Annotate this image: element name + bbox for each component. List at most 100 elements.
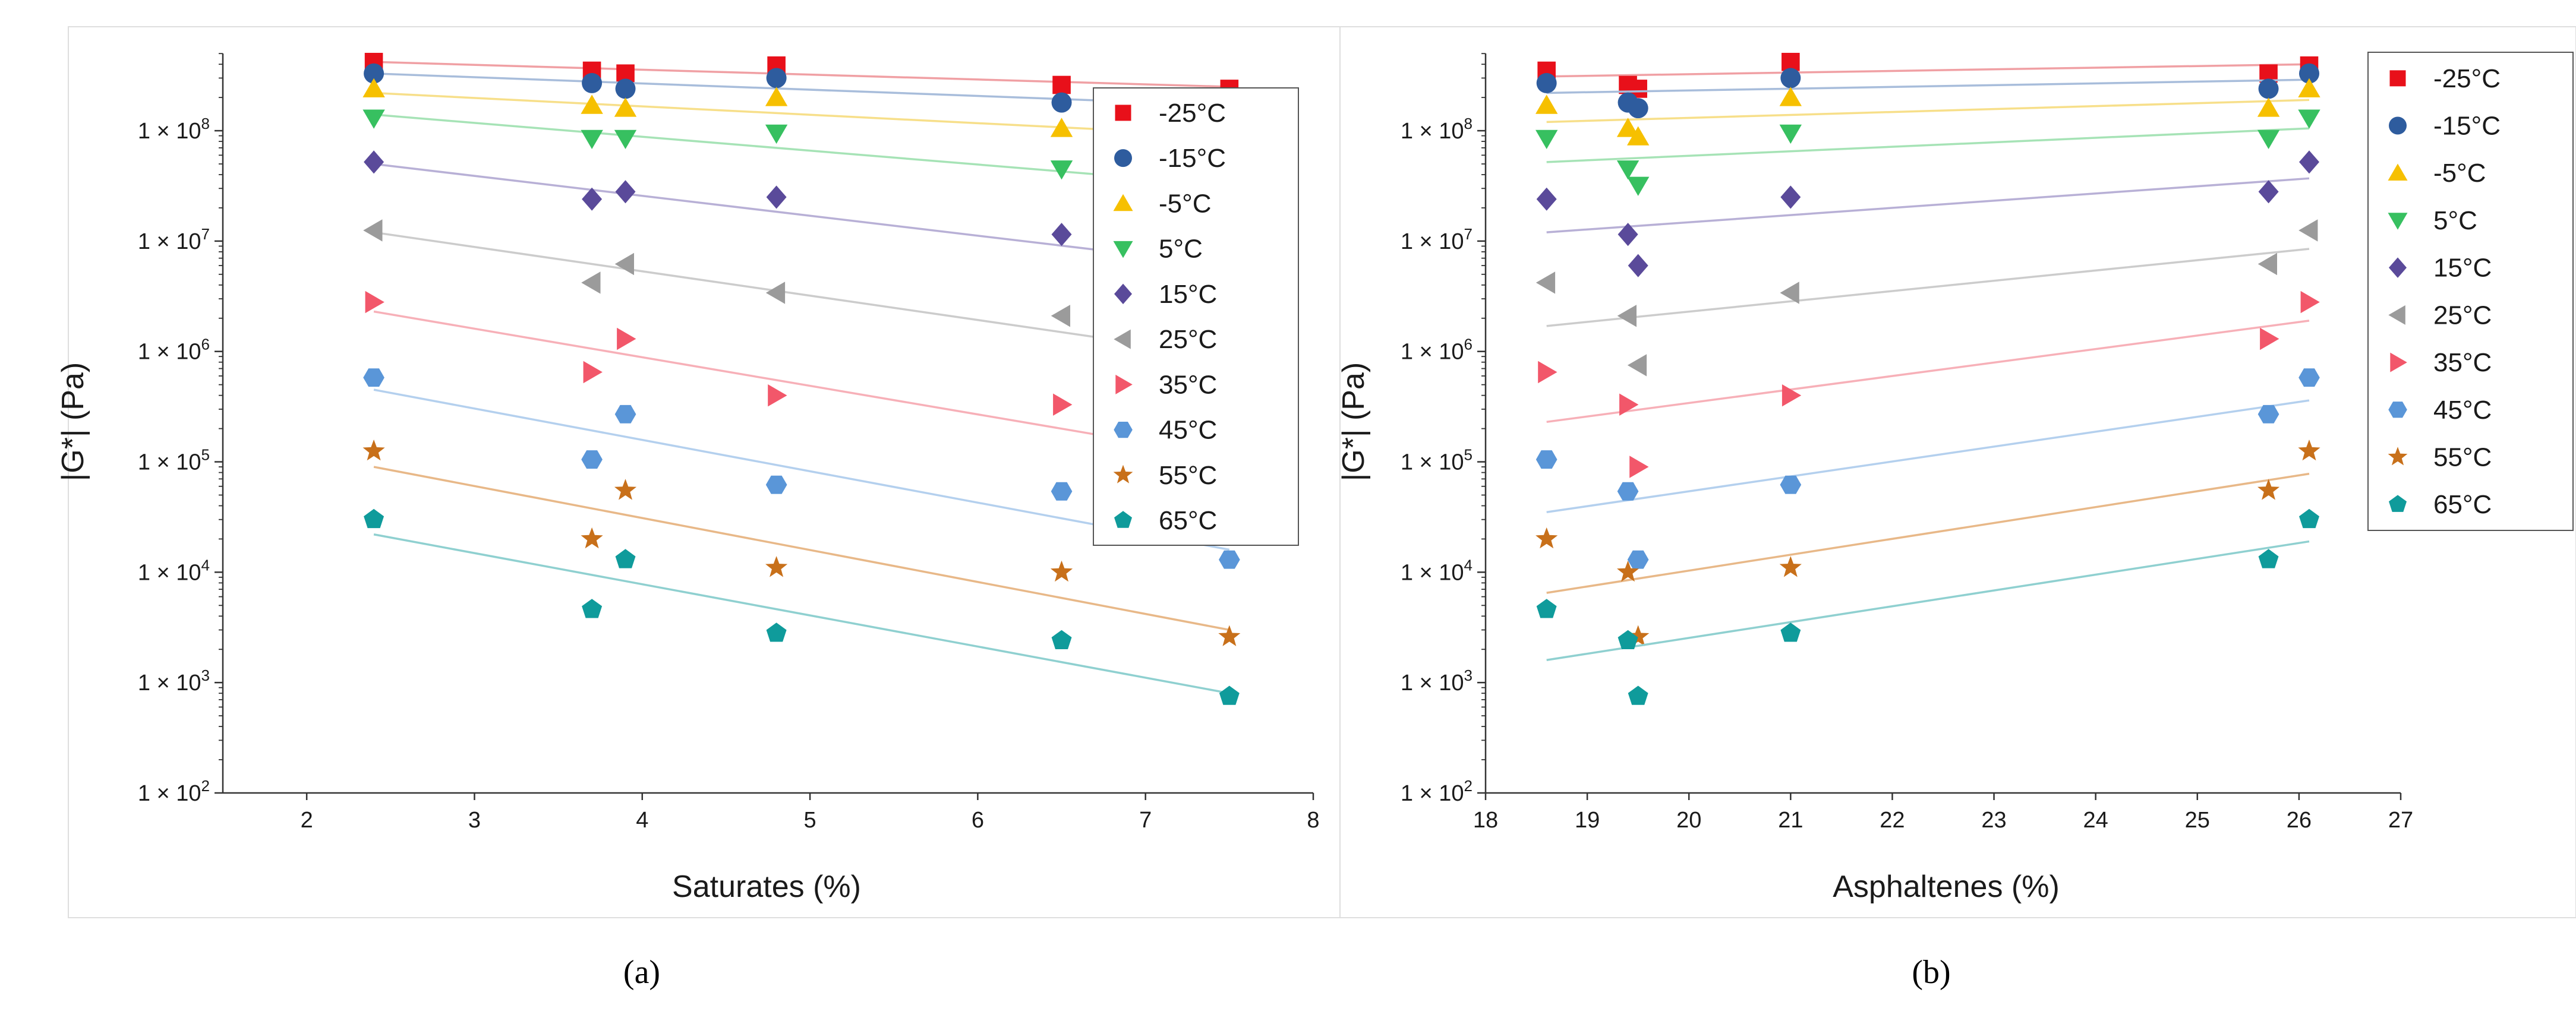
fit-line-15c	[1546, 177, 2310, 233]
x-tick-label: 6	[972, 808, 984, 833]
series-65c	[1536, 508, 2319, 705]
data-point-5c	[1779, 124, 1802, 144]
legend-label-5c: 5°C	[1159, 235, 1203, 264]
series-55c	[1535, 440, 2320, 646]
series-45c	[363, 368, 1240, 569]
data-point-5c	[362, 109, 385, 129]
x-tick-label: 2	[301, 808, 313, 833]
legend-marker-35c	[2390, 352, 2407, 372]
data-point-25c	[614, 252, 634, 276]
series-45c	[1535, 368, 2320, 569]
data-point-minus15c	[766, 68, 787, 89]
fit-line-minus25c	[374, 61, 1229, 88]
legend-marker-65c	[1114, 511, 1132, 528]
y-tick-label: 1 × 107	[138, 225, 210, 254]
data-point-5c	[581, 129, 603, 149]
legend-label-minus5c: -5°C	[2433, 159, 2486, 188]
x-tick-label: 25	[2185, 808, 2210, 833]
fit-line-65c	[373, 533, 1230, 694]
y-tick-label: 1 × 102	[138, 777, 210, 806]
data-point-35c	[1538, 361, 1557, 384]
data-point-35c	[1782, 384, 1802, 407]
fit-line-45c	[1546, 399, 2310, 513]
fit-line-minus5c	[1546, 99, 2310, 124]
data-point-55c	[581, 527, 603, 549]
data-point-15c	[615, 180, 636, 204]
legend-label-minus5c: -5°C	[1159, 189, 1212, 218]
data-point-minus15c	[2258, 78, 2279, 99]
data-point-5c	[1616, 160, 1639, 180]
data-point-5c	[1050, 160, 1073, 180]
data-point-15c	[1536, 187, 1557, 211]
data-point-65c	[615, 549, 636, 568]
data-point-minus15c	[1051, 92, 1072, 113]
fit-line-minus15c	[374, 72, 1229, 107]
data-point-45c	[363, 368, 384, 387]
legend-label-25c: 25°C	[2433, 301, 2492, 330]
series-minus15c	[1536, 63, 2319, 119]
x-tick-label: 20	[1676, 808, 1701, 833]
series-5c	[1535, 109, 2320, 196]
fit-line-45c	[373, 388, 1230, 551]
series-55c	[362, 440, 1241, 646]
fit-line-55c	[373, 466, 1230, 631]
y-tick-label: 1 × 103	[138, 666, 210, 696]
data-point-55c	[2298, 440, 2320, 461]
data-point-5c	[1627, 176, 1650, 196]
data-point-minus5c	[765, 87, 788, 106]
y-tick-label: 1 × 104	[1401, 556, 1473, 585]
legend-marker-45c	[2388, 402, 2407, 418]
data-point-55c	[765, 556, 788, 577]
data-point-minus15c	[1628, 98, 1648, 119]
data-point-minus5c	[614, 97, 637, 117]
data-point-15c	[582, 187, 603, 211]
data-point-5c	[765, 124, 788, 144]
x-tick-label: 22	[1880, 808, 1905, 833]
legend-marker-minus5c	[1113, 194, 1133, 211]
fit-line-25c	[1546, 248, 2310, 327]
y-tick-label: 1 × 104	[138, 556, 210, 585]
data-point-minus5c	[2257, 97, 2280, 117]
data-point-55c	[1617, 560, 1639, 582]
data-point-65c	[2299, 508, 2319, 529]
x-tick-label: 26	[2287, 808, 2312, 833]
caption-b: (b)	[1912, 954, 1950, 991]
y-axis-title: |G*| (Pa)	[1336, 362, 1371, 481]
x-tick-label: 24	[2083, 808, 2108, 833]
data-point-65c	[766, 622, 787, 642]
data-point-55c	[1050, 560, 1073, 582]
x-tick-label: 3	[468, 808, 481, 833]
data-point-25c	[765, 282, 786, 304]
x-tick-label: 4	[636, 808, 648, 833]
data-point-minus15c	[2299, 63, 2319, 84]
fit-line-minus5c	[373, 91, 1229, 137]
data-point-35c	[365, 290, 384, 314]
legend-label-minus15c: -15°C	[2433, 112, 2501, 141]
legend-label-65c: 65°C	[1159, 506, 1217, 535]
data-point-15c	[766, 185, 787, 209]
legend-label-35c: 35°C	[1159, 370, 1217, 399]
data-point-minus15c	[1536, 72, 1557, 93]
y-tick-label: 1 × 106	[1401, 336, 1473, 365]
y-tick-label: 1 × 103	[1401, 666, 1473, 696]
fit-line-35c	[1546, 320, 2310, 423]
fit-line-minus25c	[1546, 63, 2310, 78]
data-point-45c	[1219, 550, 1240, 569]
fit-line-25c	[373, 231, 1230, 358]
data-point-25c	[1535, 271, 1556, 294]
data-point-25c	[363, 219, 383, 242]
fit-line-65c	[1546, 540, 2310, 661]
fit-line-5c	[1546, 127, 2310, 163]
data-point-45c	[2298, 368, 2320, 387]
data-point-minus15c	[364, 63, 384, 84]
data-point-minus25c	[1052, 75, 1071, 94]
x-tick-label: 23	[1981, 808, 2006, 833]
series-minus5c	[1535, 78, 2320, 146]
legend-marker-minus25c	[1115, 105, 1131, 121]
legend-marker-minus5c	[2388, 163, 2408, 181]
legend-marker-minus15c	[2389, 116, 2407, 135]
x-tick-label: 8	[1307, 808, 1319, 833]
legend-label-minus25c: -25°C	[2433, 64, 2501, 93]
data-point-55c	[1627, 625, 1650, 646]
